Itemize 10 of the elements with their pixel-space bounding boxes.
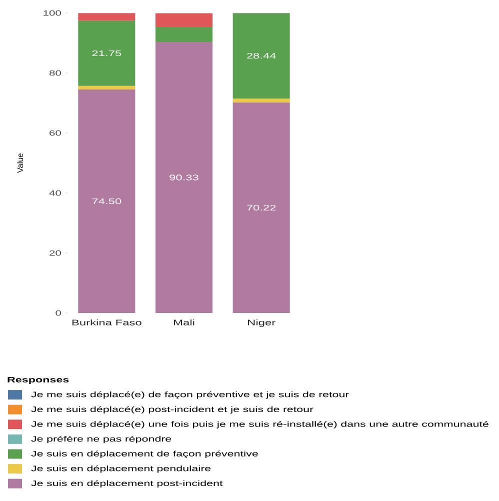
bar bbox=[232, 13, 290, 98]
bar bbox=[156, 27, 212, 42]
bar bbox=[78, 89, 136, 313]
bar bbox=[78, 13, 136, 21]
bar bbox=[232, 102, 290, 313]
bar bbox=[156, 42, 212, 313]
bar bbox=[232, 98, 290, 102]
bar bbox=[78, 86, 136, 90]
bar bbox=[156, 13, 212, 28]
bar bbox=[78, 20, 136, 86]
